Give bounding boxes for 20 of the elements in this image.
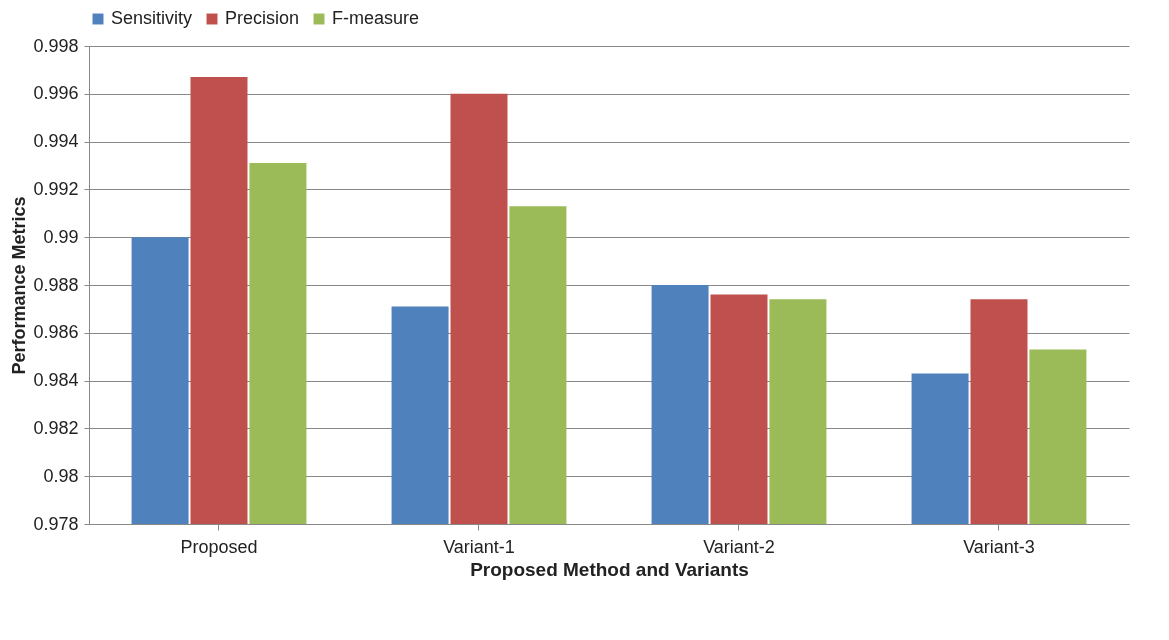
- y-axis-title: Performance Metrics: [9, 196, 30, 375]
- y-tick-label: 0.988: [33, 274, 79, 295]
- y-tick-label: 0.992: [33, 178, 79, 199]
- x-tick-label: Variant-3: [963, 536, 1035, 557]
- legend-label: F-measure: [332, 8, 420, 28]
- legend-label: Sensitivity: [111, 8, 193, 28]
- y-tick-label: 0.994: [33, 131, 79, 152]
- legend-label: Precision: [225, 8, 300, 28]
- x-tick-label: Proposed: [180, 536, 258, 557]
- x-tick-label: Variant-1: [443, 536, 515, 557]
- y-tick-label: 0.978: [33, 513, 79, 534]
- y-tick-label: 0.996: [33, 83, 79, 104]
- y-tick-label: 0.986: [33, 322, 79, 343]
- x-tick-label: Variant-2: [703, 536, 775, 557]
- y-tick-label: 0.984: [33, 370, 79, 391]
- y-tick-label: 0.98: [43, 465, 79, 486]
- y-tick-label: 0.998: [33, 35, 79, 56]
- y-tick-label: 0.99: [43, 226, 79, 247]
- y-tick-label: 0.982: [33, 417, 79, 438]
- x-axis-title: Proposed Method and Variants: [470, 558, 749, 580]
